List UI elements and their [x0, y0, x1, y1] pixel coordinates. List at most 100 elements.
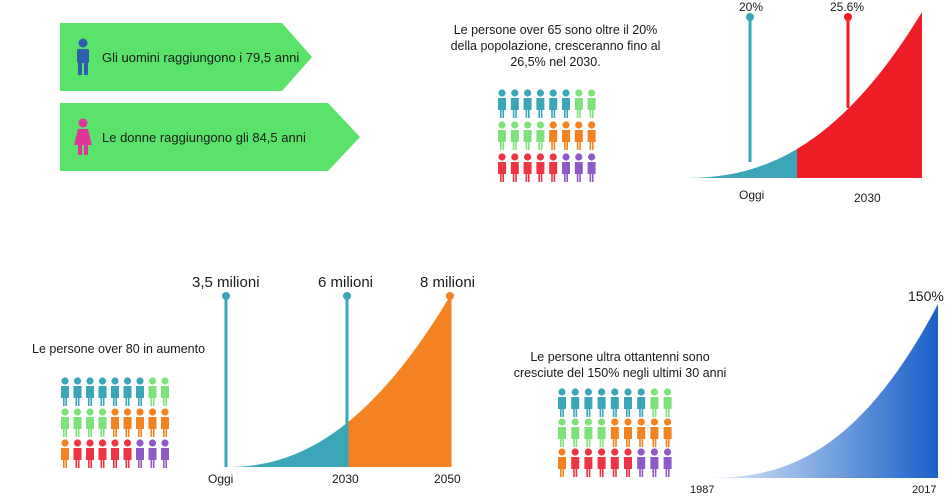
chart2-person-icon	[135, 377, 144, 406]
chart1-person-icon	[523, 121, 532, 150]
chart2-person-icon	[160, 377, 169, 406]
chart3-person-icon	[571, 388, 580, 417]
chart3-person-icon	[637, 388, 646, 417]
chart3-person-icon	[597, 448, 606, 477]
chart2-person-icon	[98, 439, 107, 468]
chart1-person-icon	[536, 121, 545, 150]
chart2-marker-dot-2050	[446, 292, 454, 300]
chart3-person-icon	[624, 418, 632, 447]
chart1-area-today	[680, 149, 797, 178]
chart3-person-icon	[571, 448, 580, 477]
chart3-person-icon	[650, 388, 659, 417]
chart1-person-icon	[549, 89, 558, 118]
chart3-person-icon	[663, 388, 672, 417]
chart2-area-2050	[347, 296, 450, 467]
chart1-person-icon	[523, 153, 532, 182]
chart2-person-icon	[123, 377, 132, 406]
chart2-person-icon	[61, 439, 69, 468]
chart1-person-icon	[510, 153, 519, 182]
men-arrow-banner: Gli uomini raggiungono i 79,5 anni	[60, 23, 312, 91]
chart2-person-icon	[98, 377, 107, 406]
chart2-title: Le persone over 80 in aumento	[32, 342, 206, 356]
chart1-marker-dot-2030	[844, 13, 852, 21]
chart1-person-icon	[574, 89, 583, 118]
chart3-person-icon	[610, 388, 619, 417]
chart3-person-icon	[663, 418, 672, 447]
chart2-person-icon	[61, 377, 69, 406]
chart1-person-icon	[510, 121, 519, 150]
chart2-person-icon	[160, 439, 169, 468]
chart3-person-icon	[650, 418, 659, 447]
chart2-person-icon	[73, 439, 82, 468]
chart3-person-icon	[597, 388, 606, 417]
chart3-person-icon	[663, 448, 672, 477]
chart2-person-icon	[73, 408, 82, 437]
chart1-person-icon	[574, 121, 583, 150]
chart1-person-icon	[498, 89, 506, 118]
chart2-person-icon	[61, 408, 69, 437]
chart3-person-icon	[624, 388, 632, 417]
arrow-shape	[60, 103, 360, 171]
chart2-x-label-0: Oggi	[208, 472, 234, 486]
chart3-x-label-1: 2017	[912, 484, 937, 496]
chart3-person-icon	[637, 418, 646, 447]
chart3-person-icon	[610, 418, 619, 447]
chart1-person-icon	[562, 89, 570, 118]
chart3-person-icon	[610, 448, 619, 477]
chart1-x-label-0: Oggi	[739, 188, 765, 202]
chart2-person-icon	[98, 408, 107, 437]
women-arrow-banner: Le donne raggiungono gli 84,5 anni	[60, 103, 360, 171]
chart2-person-icon	[86, 408, 94, 437]
chart3-person-icon	[584, 448, 593, 477]
chart2-person-icon	[160, 408, 169, 437]
chart3-person-icon	[558, 418, 566, 447]
chart2-area-today	[226, 422, 347, 467]
chart2-person-icon	[135, 408, 144, 437]
chart3-person-icon	[650, 448, 659, 477]
chart1-area-2030	[797, 12, 922, 178]
chart2-value-label-2: 8 milioni	[420, 274, 476, 291]
chart2-value-label-0: 3,5 milioni	[192, 274, 260, 291]
chart1-value-label-1: 25.6%	[830, 0, 865, 14]
chart1-title: Le persone over 65 sono oltre il 20% del…	[450, 23, 661, 69]
arrow-shape	[60, 23, 312, 91]
chart3-person-icon	[597, 418, 606, 447]
woman-icon	[74, 118, 92, 155]
chart1-person-icon	[536, 89, 545, 118]
chart1-person-icon	[587, 89, 596, 118]
chart3-person-icon	[584, 388, 593, 417]
chart1-person-icon	[549, 121, 558, 150]
chart2-person-icon	[73, 377, 82, 406]
man-icon	[77, 38, 89, 75]
chart2-marker-dot-today	[222, 292, 230, 300]
chart2-person-icon	[111, 377, 119, 406]
chart2-marker-dot-2030	[343, 292, 351, 300]
chart2-person-icon	[135, 439, 144, 468]
chart3-person-icon	[584, 418, 593, 447]
chart1-person-icon	[510, 89, 519, 118]
chart1-marker-dot-today	[746, 13, 754, 21]
chart1-person-icon	[562, 153, 570, 182]
chart1-x-label-1: 2030	[854, 191, 881, 205]
chart2-person-icon	[148, 377, 157, 406]
chart2-value-label-1: 6 milioni	[318, 274, 374, 291]
chart1-person-icon	[498, 121, 506, 150]
chart1-person-icon	[523, 89, 532, 118]
chart3-person-icon	[558, 388, 566, 417]
chart1-person-icon	[574, 153, 583, 182]
chart1-person-icon	[536, 153, 545, 182]
chart1-person-icon	[562, 121, 570, 150]
chart3-end-label: 150%	[908, 288, 944, 304]
chart2-person-icon	[148, 408, 157, 437]
chart3-person-icon	[624, 448, 632, 477]
chart2-x-label-2: 2050	[434, 472, 461, 486]
men-life-expectancy-text: Gli uomini raggiungono i 79,5 anni	[102, 49, 300, 65]
chart3-area	[700, 304, 938, 478]
chart1-person-icon	[587, 153, 596, 182]
chart2-person-icon	[86, 377, 94, 406]
chart2-person-icon	[111, 408, 119, 437]
chart3-x-label-0: 1987	[690, 484, 715, 496]
chart2-person-icon	[123, 408, 132, 437]
